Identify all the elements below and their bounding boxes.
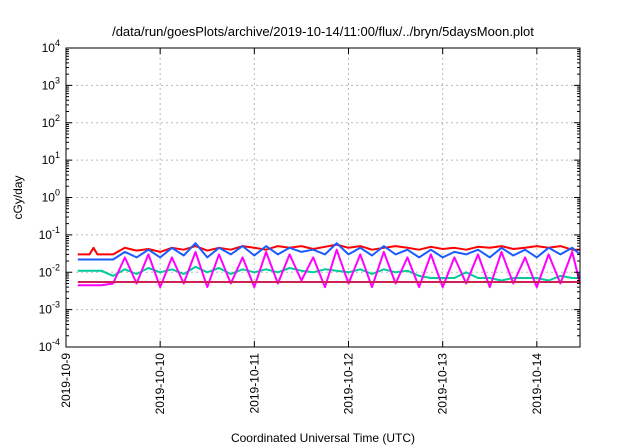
series-group <box>77 242 581 289</box>
y-tick-label: 10-3 <box>39 300 60 317</box>
y-tick-label: 101 <box>42 150 60 167</box>
axis-ticks: 10-4 10-3 10-2 10-1 100 101 102 103 104 2019-10-9… <box>39 38 580 414</box>
x-tick-label: 2019-10-10 <box>153 353 167 415</box>
x-tick-label: 2019-10-14 <box>530 353 544 415</box>
x-tick-label: 2019-10-9 <box>59 353 73 408</box>
y-tick-label: 100 <box>42 188 60 205</box>
series-line-1 <box>77 243 580 256</box>
series-line-4 <box>77 242 581 261</box>
x-tick-label: 2019-10-12 <box>342 353 356 415</box>
y-axis-label: cGy/day <box>11 175 25 219</box>
y-tick-label: 104 <box>42 38 60 55</box>
x-tick-label: 2019-10-11 <box>247 353 261 414</box>
series-line-3 <box>77 248 581 289</box>
gridlines <box>66 48 580 347</box>
x-tick-label: 2019-10-13 <box>436 353 450 415</box>
y-tick-label: 10-1 <box>39 225 60 242</box>
y-tick-label: 10-2 <box>39 262 60 279</box>
y-tick-label: 102 <box>42 113 60 130</box>
chart-title: /data/run/goesPlots/archive/2019-10-14/1… <box>112 24 534 39</box>
y-tick-label: 10-4 <box>39 337 60 354</box>
y-tick-label: 103 <box>42 75 60 92</box>
x-axis-label: Coordinated Universal Time (UTC) <box>231 431 415 445</box>
